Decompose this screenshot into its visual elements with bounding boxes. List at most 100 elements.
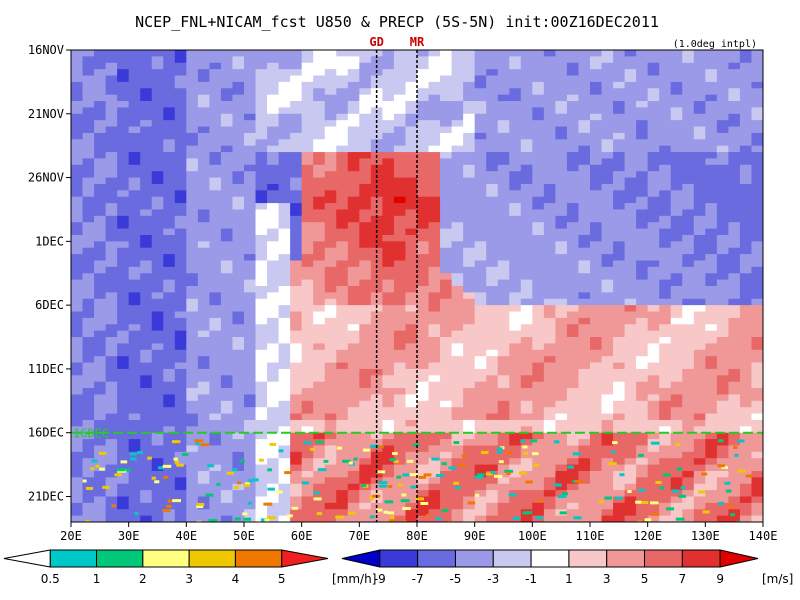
field-cell (209, 381, 222, 389)
field-cell (451, 203, 464, 210)
field-cell (532, 177, 545, 185)
field-cell (163, 139, 176, 147)
field-cell (232, 94, 245, 102)
field-cell (151, 228, 164, 236)
field-cell (497, 388, 510, 395)
field-cell (405, 426, 418, 434)
field-cell (428, 222, 441, 230)
field-cell (290, 330, 303, 338)
field-cell (197, 458, 210, 466)
field-cell (509, 75, 522, 83)
field-cell (105, 273, 118, 281)
field-cell (82, 183, 95, 191)
field-cell (405, 407, 418, 415)
precip-cell (721, 466, 728, 470)
field-cell (278, 509, 291, 517)
field-cell (739, 419, 752, 427)
precip-cell (234, 485, 239, 489)
precip-cell (573, 516, 582, 520)
field-cell (151, 183, 164, 191)
field-cell (382, 164, 395, 172)
x-tick-label: 60E (291, 529, 313, 543)
field-cell (151, 356, 164, 364)
field-cell (486, 439, 499, 446)
field-cell (324, 183, 337, 191)
field-cell (117, 266, 130, 274)
field-cell (613, 298, 626, 306)
field-cell (82, 209, 95, 217)
field-cell (347, 254, 360, 261)
field-cell (693, 515, 706, 522)
field-cell (578, 388, 591, 395)
field-cell (463, 509, 476, 517)
field-cell (197, 426, 210, 434)
field-cell (209, 515, 222, 522)
field-cell (601, 152, 614, 159)
field-cell (739, 260, 752, 268)
field-cell (601, 196, 614, 204)
field-cell (186, 126, 199, 134)
field-cell (417, 515, 430, 522)
field-cell (267, 298, 280, 306)
field-cell (71, 292, 84, 300)
reference-label-gd: GD (369, 35, 383, 49)
field-cell (278, 107, 291, 115)
field-cell (393, 279, 406, 287)
field-cell (647, 470, 660, 478)
precip-cell (644, 518, 652, 522)
field-cell (509, 266, 522, 274)
field-cell (555, 445, 568, 453)
field-cell (405, 120, 418, 128)
field-cell (301, 470, 314, 478)
field-cell (336, 317, 349, 325)
field-cell (532, 266, 545, 274)
precip-cell (269, 442, 277, 446)
field-cell (313, 400, 326, 408)
field-cell (174, 177, 187, 185)
field-cell (267, 132, 280, 140)
field-cell (301, 228, 314, 236)
field-cell (197, 203, 210, 210)
field-cell (209, 145, 222, 153)
field-cell (728, 394, 741, 402)
field-cell (601, 432, 614, 440)
field-cell (290, 241, 303, 249)
field-cell (716, 381, 729, 389)
field-cell (117, 75, 130, 83)
field-cell (555, 451, 568, 459)
field-cell (255, 209, 268, 217)
field-cell (244, 266, 257, 274)
field-cell (244, 317, 257, 325)
field-cell (670, 337, 683, 344)
field-cell (451, 228, 464, 236)
field-cell (601, 490, 614, 497)
field-cell (140, 286, 153, 293)
field-cell (220, 88, 233, 96)
field-cell (705, 152, 718, 159)
field-cell (693, 458, 706, 466)
field-cell (128, 120, 141, 128)
field-cell (705, 311, 718, 319)
field-cell (509, 88, 522, 96)
field-cell (728, 343, 741, 351)
precip-cell (91, 459, 98, 463)
field-cell (463, 362, 476, 370)
field-cell (486, 222, 499, 230)
field-cell (255, 388, 268, 395)
field-cell (209, 234, 222, 242)
field-cell (278, 407, 291, 415)
field-cell (578, 107, 591, 115)
field-cell (682, 234, 695, 242)
field-cell (613, 337, 626, 344)
precip-cell (99, 467, 105, 471)
field-cell (324, 222, 337, 230)
field-cell (520, 394, 533, 402)
field-cell (578, 311, 591, 319)
field-cell (220, 120, 233, 128)
field-cell (613, 222, 626, 230)
field-cell (624, 132, 637, 140)
field-cell (244, 292, 257, 300)
field-cell (197, 515, 210, 522)
field-cell (324, 158, 337, 166)
field-cell (590, 515, 603, 522)
